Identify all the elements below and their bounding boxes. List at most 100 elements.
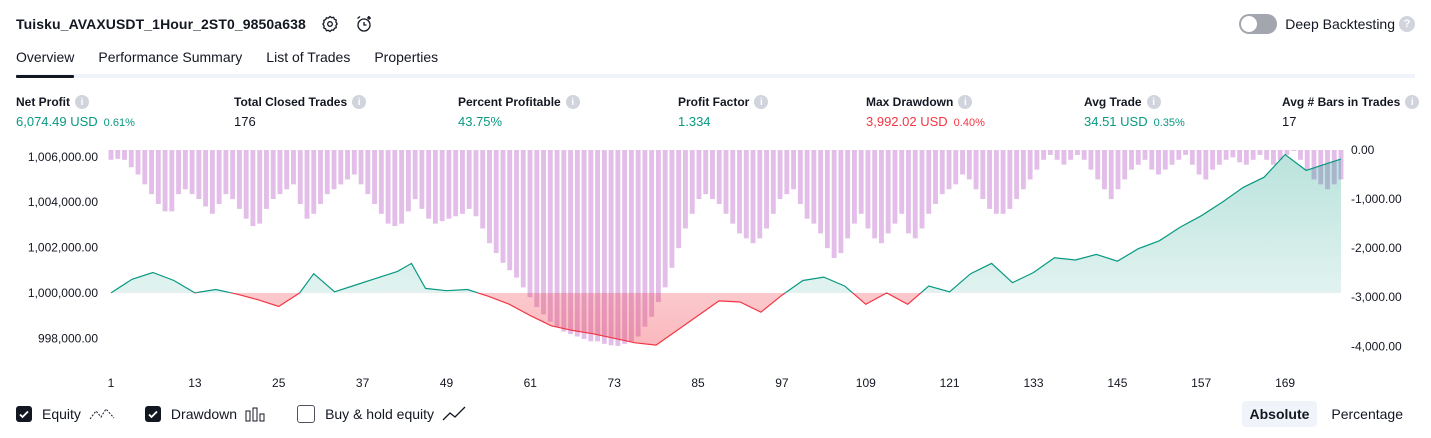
drawdown-bar: [250, 150, 256, 227]
x-tick-label: 145: [1107, 376, 1127, 390]
y-left-tick-label: 1,002,000.00: [28, 241, 98, 255]
checkbox-checked[interactable]: [144, 406, 161, 422]
drawdown-bar: [554, 150, 560, 327]
legend-buy-hold[interactable]: Buy & hold equity: [297, 405, 466, 423]
drawdown-bar: [1216, 150, 1222, 165]
metric-label: Net Profit: [16, 95, 70, 109]
drawdown-bar: [155, 150, 161, 204]
deep-backtesting-control: Deep Backtesting ?: [1239, 12, 1415, 36]
drawdown-bar: [655, 150, 661, 303]
drawdown-bar: [1115, 150, 1121, 190]
drawdown-bar: [527, 150, 533, 298]
drawdown-bar: [858, 150, 864, 214]
legend-drawdown[interactable]: Drawdown: [144, 406, 267, 422]
drawdown-bar: [500, 150, 506, 263]
info-icon[interactable]: i: [958, 95, 973, 109]
drawdown-bar: [426, 150, 432, 219]
drawdown-bar: [1277, 150, 1283, 160]
drawdown-bar: [460, 150, 465, 214]
metric-label: Max Drawdown: [866, 95, 954, 109]
metric-value: 3,992.02 USD: [866, 114, 948, 129]
legend-equity[interactable]: Equity: [16, 406, 115, 422]
drawdown-bar: [568, 150, 573, 335]
drawdown-bar: [358, 150, 364, 185]
equity-chart[interactable]: 1,006,000.00 1,004,000.00 1,002,000.00 1,00…: [0, 140, 1431, 395]
x-tick-label: 25: [272, 376, 286, 390]
drawdown-bar: [277, 150, 283, 195]
drawdown-bar: [203, 150, 209, 207]
y-left-tick-label: 1,006,000.00: [28, 150, 98, 164]
drawdown-bar: [1284, 150, 1290, 155]
x-tick-label: 49: [440, 376, 454, 390]
checkbox-unchecked[interactable]: [297, 405, 316, 423]
drawdown-bar: [1162, 150, 1168, 170]
drawdown-bar: [926, 150, 932, 214]
drawdown-bar: [1210, 150, 1216, 170]
drawdown-bar: [128, 150, 134, 168]
info-icon[interactable]: i: [754, 95, 769, 109]
drawdown-bar: [1311, 150, 1317, 180]
deep-backtesting-toggle[interactable]: [1239, 14, 1278, 34]
drawdown-bar: [547, 150, 553, 322]
drawdown-bars: [108, 150, 1344, 346]
drawdown-bar: [1149, 150, 1155, 170]
drawdown-bar: [824, 150, 830, 249]
drawdown-bar: [804, 150, 810, 219]
drawdown-bar: [1061, 150, 1067, 165]
metrics-row: Net Profit i 6,074.49 USD 0.61% Total Clos…: [0, 94, 1431, 134]
x-tick-label: 85: [691, 376, 705, 390]
drawdown-bar: [1270, 150, 1276, 165]
drawdown-bar: [892, 150, 898, 224]
drawdown-bar: [264, 150, 269, 209]
info-icon[interactable]: i: [565, 95, 580, 109]
drawdown-bar: [615, 150, 621, 346]
x-tick-label: 97: [775, 376, 789, 390]
info-icon[interactable]: i: [352, 95, 367, 109]
drawdown-bar: [885, 150, 891, 234]
drawdown-bar: [108, 150, 114, 160]
tab-properties[interactable]: Properties: [374, 49, 439, 65]
drawdown-bar: [838, 150, 844, 254]
drawdown-bar: [216, 150, 222, 204]
tab-performance-summary[interactable]: Performance Summary: [98, 49, 243, 65]
drawdown-bar: [534, 150, 540, 308]
drawdown-bar: [980, 150, 986, 200]
help-icon[interactable]: ?: [1399, 16, 1415, 32]
percentage-button[interactable]: Percentage: [1331, 406, 1403, 422]
tab-list-of-trades[interactable]: List of Trades: [266, 49, 351, 65]
drawdown-bar: [966, 150, 972, 180]
metric-value: 34.51 USD: [1084, 114, 1148, 129]
drawdown-bar: [493, 150, 499, 254]
drawdown-bar: [439, 150, 445, 222]
tab-overview[interactable]: Overview: [16, 46, 75, 78]
drawdown-bar: [541, 150, 546, 315]
drawdown-bar: [993, 150, 999, 214]
drawdown-bar: [182, 150, 188, 190]
drawdown-bar: [879, 150, 884, 244]
x-tick-label: 121: [940, 376, 960, 390]
info-icon[interactable]: i: [1146, 95, 1161, 109]
drawdown-bar: [1122, 150, 1128, 180]
drawdown-bar: [1304, 150, 1310, 170]
drawdown-bar: [257, 150, 263, 224]
drawdown-bar: [689, 150, 695, 214]
drawdown-bar: [939, 150, 945, 195]
settings-icon[interactable]: [320, 14, 340, 34]
add-alert-icon[interactable]: [354, 14, 374, 34]
drawdown-bar: [906, 150, 911, 234]
drawdown-bar: [960, 150, 965, 175]
metric-label: Total Closed Trades: [234, 95, 348, 109]
drawdown-bar: [1088, 150, 1094, 170]
absolute-button[interactable]: Absolute: [1241, 401, 1318, 427]
drawdown-bar: [1169, 150, 1175, 165]
drawdown-bar: [311, 150, 317, 214]
metric-percent: 0.61%: [103, 117, 135, 129]
metric-total-closed-trades: Total Closed Trades i 176: [234, 94, 367, 129]
drawdown-bar: [716, 150, 722, 204]
info-icon[interactable]: i: [75, 95, 89, 109]
drawdown-bar: [284, 150, 290, 190]
info-icon[interactable]: i: [1405, 95, 1420, 109]
drawdown-bar: [405, 150, 411, 212]
checkbox-checked[interactable]: [16, 406, 32, 422]
drawdown-bar: [1007, 150, 1013, 209]
